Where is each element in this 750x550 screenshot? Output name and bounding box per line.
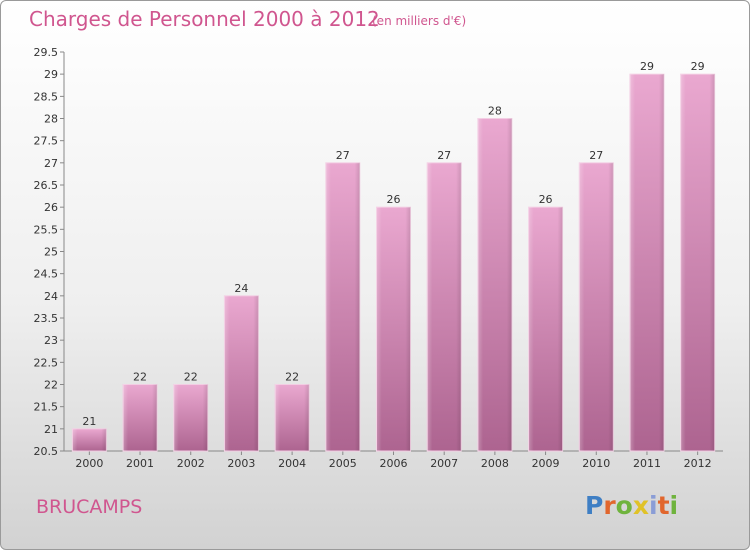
x-tick-label: 2000 xyxy=(75,457,103,470)
bar-value-label: 26 xyxy=(387,193,401,206)
y-tick-label: 23 xyxy=(44,334,58,347)
bar-shading xyxy=(680,74,715,452)
x-tick-label: 2003 xyxy=(227,457,255,470)
bar-shading xyxy=(325,162,360,452)
bar-value-label: 22 xyxy=(285,371,299,384)
x-tick-label: 2010 xyxy=(582,457,610,470)
bar-value-label: 26 xyxy=(539,193,553,206)
y-tick-label: 24.5 xyxy=(34,268,59,281)
y-tick-label: 22 xyxy=(44,379,58,392)
y-tick-label: 29.5 xyxy=(34,46,59,59)
bar-value-label: 21 xyxy=(82,415,96,428)
y-tick-label: 20.5 xyxy=(34,445,59,458)
bar-value-label: 27 xyxy=(437,149,451,162)
x-tick-label: 2004 xyxy=(278,457,306,470)
x-tick-label: 2005 xyxy=(329,457,357,470)
bar-shading xyxy=(579,162,614,452)
y-tick-label: 23.5 xyxy=(34,312,59,325)
y-tick-label: 24 xyxy=(44,290,58,303)
y-tick-label: 28 xyxy=(44,113,58,126)
axes: 20.5 21 21.5 22 22.5 23 23.5 24 24.5 25 25.5 26 26.5… xyxy=(34,46,723,470)
x-tick-label: 2006 xyxy=(380,457,408,470)
x-tick-label: 2002 xyxy=(177,457,205,470)
bar-value-label: 28 xyxy=(488,105,502,118)
chart-title: Charges de Personnel 2000 à 2012 xyxy=(29,7,380,31)
bars: 21 22 22 24 22 27 26 27 28 26 27 29 29 xyxy=(71,60,716,452)
bar-value-label: 27 xyxy=(336,149,350,162)
bar-shading xyxy=(123,384,158,451)
chart-subtitle: (en milliers d'€) xyxy=(372,14,467,28)
bar-value-label: 29 xyxy=(691,60,705,73)
bar-shading xyxy=(275,384,310,451)
x-tick-label: 2011 xyxy=(633,457,661,470)
bar-shading xyxy=(376,207,411,451)
bar-value-label: 27 xyxy=(589,149,603,162)
bar-value-label: 24 xyxy=(234,282,248,295)
y-tick-label: 27 xyxy=(44,157,58,170)
y-tick-label: 21.5 xyxy=(34,401,59,414)
y-tick-label: 26 xyxy=(44,201,58,214)
x-tick-label: 2001 xyxy=(126,457,154,470)
y-tick-label: 25 xyxy=(44,246,58,259)
place-name: BRUCAMPS xyxy=(36,496,143,518)
bar-shading xyxy=(72,428,107,451)
x-tick-label: 2007 xyxy=(430,457,458,470)
bar-shading xyxy=(173,384,208,451)
proxiti-logo: Proxiti xyxy=(585,491,679,520)
x-tick-label: 2008 xyxy=(481,457,509,470)
bar-shading xyxy=(528,207,563,451)
bar-shading xyxy=(427,162,462,452)
y-tick-label: 25.5 xyxy=(34,223,59,236)
y-tick-label: 28.5 xyxy=(34,90,59,103)
y-tick-label: 29 xyxy=(44,68,58,81)
bar-shading xyxy=(629,74,664,452)
y-tick-label: 21 xyxy=(44,423,58,436)
bar-value-label: 22 xyxy=(184,371,198,384)
y-tick-label: 27.5 xyxy=(34,135,59,148)
x-tick-label: 2012 xyxy=(684,457,712,470)
bar-value-label: 22 xyxy=(133,371,147,384)
bar-shading xyxy=(224,295,259,451)
bar-shading xyxy=(477,118,512,451)
bar-value-label: 29 xyxy=(640,60,654,73)
y-tick-label: 26.5 xyxy=(34,179,59,192)
y-tick-label: 22.5 xyxy=(34,356,59,369)
x-tick-label: 2009 xyxy=(532,457,560,470)
